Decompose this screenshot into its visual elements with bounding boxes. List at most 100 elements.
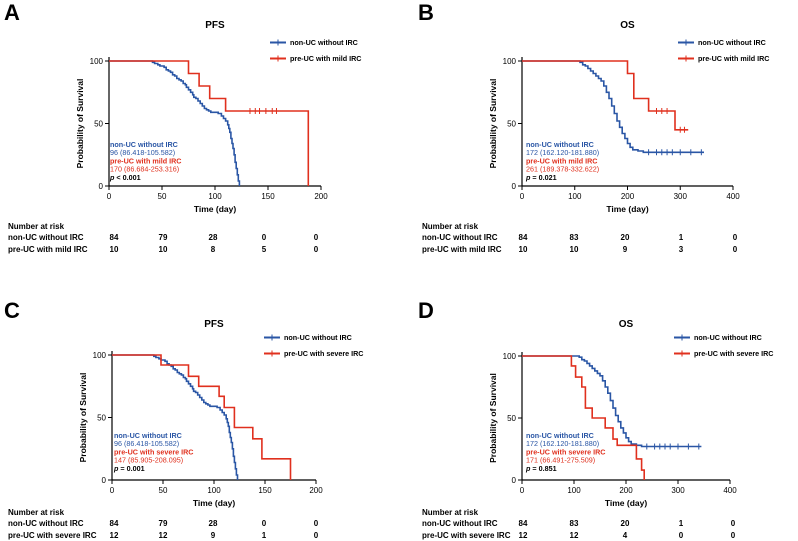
chart-title: OS: [619, 319, 634, 330]
legend-label: non-UC without IRC: [290, 38, 358, 47]
risk-value: 5: [262, 245, 267, 254]
chart-title: PFS: [204, 319, 224, 330]
legend-label: pre-UC with severe IRC: [284, 349, 363, 358]
km-curve-non-uc: [522, 60, 704, 154]
y-tick-label: 100: [90, 57, 104, 66]
risk-value: 10: [110, 245, 119, 254]
risk-row-label: pre-UC with mild IRC: [422, 245, 502, 254]
legend-label: pre-UC with mild IRC: [698, 54, 769, 63]
y-axis-label: Probability of Survival: [488, 373, 498, 463]
km-curve-non-uc: [522, 355, 702, 448]
x-tick-label: 0: [110, 486, 115, 495]
y-axis-label: Probability of Survival: [78, 373, 88, 463]
chart-title: OS: [620, 20, 635, 31]
risk-row-label: non-UC without IRC: [422, 233, 498, 242]
x-tick-label: 300: [674, 192, 688, 201]
risk-value: 0: [314, 233, 319, 242]
p-symbol: p: [525, 173, 532, 182]
x-tick-label: 150: [258, 486, 272, 495]
risk-value: 1: [262, 531, 267, 540]
p-value-text: = 0.001: [120, 464, 144, 473]
risk-value: 79: [159, 519, 168, 528]
risk-value: 10: [159, 245, 168, 254]
risk-row-label: non-UC without IRC: [8, 233, 84, 242]
risk-value: 20: [621, 519, 630, 528]
risk-value: 9: [623, 245, 628, 254]
median-annotation: 172 (162.120-181.880): [526, 148, 599, 157]
median-annotation: 172 (162.120-181.880): [526, 439, 599, 448]
median-annotation: 261 (189.378-332.622): [526, 165, 599, 174]
risk-value: 0: [314, 519, 319, 528]
legend-label: non-UC without IRC: [284, 333, 352, 342]
x-tick-label: 0: [520, 486, 525, 495]
risk-value: 0: [731, 519, 736, 528]
x-tick-label: 100: [568, 192, 582, 201]
risk-row-label: non-UC without IRC: [8, 519, 84, 528]
chart-title: PFS: [205, 20, 225, 31]
x-tick-label: 200: [621, 192, 635, 201]
legend-label: pre-UC with mild IRC: [290, 54, 361, 63]
risk-table-title: Number at risk: [422, 508, 479, 517]
x-axis-label: Time (day): [194, 204, 237, 214]
x-tick-label: 150: [261, 192, 275, 201]
p-value-text: = 0.851: [532, 464, 556, 473]
median-annotation: pre-UC with mild IRC: [110, 156, 181, 165]
x-tick-label: 0: [107, 192, 112, 201]
y-tick-label: 100: [93, 351, 107, 360]
risk-value: 1: [679, 519, 684, 528]
km-curve-pre-uc: [109, 60, 310, 186]
risk-value: 3: [679, 245, 684, 254]
y-axis-label: Probability of Survival: [75, 79, 85, 169]
x-axis-label: Time (day): [606, 204, 649, 214]
risk-table-title: Number at risk: [8, 508, 65, 517]
legend-label: non-UC without IRC: [694, 333, 762, 342]
risk-value: 0: [733, 245, 738, 254]
p-value-text: < 0.001: [116, 173, 140, 182]
y-tick-label: 0: [102, 476, 107, 485]
y-tick-label: 50: [507, 120, 516, 129]
risk-value: 12: [159, 531, 168, 540]
risk-value: 20: [621, 233, 630, 242]
risk-row-label: non-UC without IRC: [422, 519, 498, 528]
risk-value: 84: [110, 519, 119, 528]
km-curve-pre-uc: [522, 355, 645, 480]
panel-letter: B: [418, 0, 434, 25]
median-annotation: non-UC without IRC: [110, 140, 178, 149]
y-axis-label: Probability of Survival: [488, 79, 498, 169]
legend-label: pre-UC with severe IRC: [694, 349, 773, 358]
km-curve-pre-uc: [112, 354, 292, 480]
median-annotation: 170 (86.684-253.316): [110, 165, 179, 174]
x-tick-label: 300: [671, 486, 685, 495]
x-tick-label: 0: [520, 192, 525, 201]
x-axis-label: Time (day): [193, 498, 236, 508]
median-annotation: 171 (66.491-275.509): [526, 456, 595, 465]
risk-value: 12: [570, 531, 579, 540]
y-tick-label: 0: [512, 182, 517, 191]
x-tick-label: 400: [723, 486, 737, 495]
p-value: p = 0.001: [113, 464, 145, 473]
risk-value: 28: [209, 519, 218, 528]
risk-row-label: pre-UC with severe IRC: [422, 531, 511, 540]
risk-value: 0: [314, 531, 319, 540]
median-annotation: pre-UC with mild IRC: [526, 156, 597, 165]
x-tick-label: 200: [619, 486, 633, 495]
x-tick-label: 50: [158, 192, 167, 201]
median-annotation: non-UC without IRC: [526, 431, 594, 440]
risk-row-label: pre-UC with mild IRC: [8, 245, 88, 254]
risk-value: 83: [570, 519, 579, 528]
panel-letter: C: [4, 298, 20, 323]
x-tick-label: 100: [207, 486, 221, 495]
p-symbol: p: [109, 173, 116, 182]
risk-value: 0: [731, 531, 736, 540]
p-value: p = 0.851: [525, 464, 557, 473]
risk-value: 1: [679, 233, 684, 242]
risk-value: 0: [262, 519, 267, 528]
risk-value: 0: [733, 233, 738, 242]
risk-value: 8: [211, 245, 216, 254]
median-annotation: 96 (86.418-105.582): [110, 148, 175, 157]
